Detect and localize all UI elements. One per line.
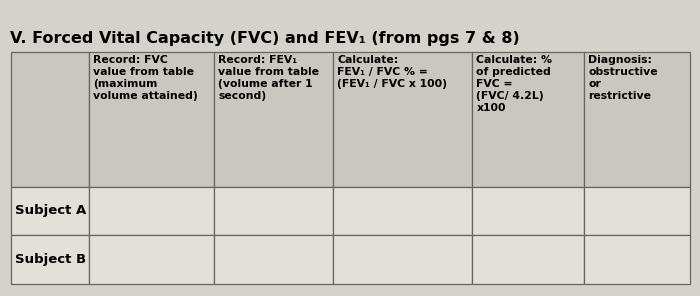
Text: V. Forced Vital Capacity (FVC) and FEV₁ (from pgs 7 & 8): V. Forced Vital Capacity (FVC) and FEV₁ …	[10, 31, 520, 46]
Text: Record: FVC
value from table
(maximum
volume attained): Record: FVC value from table (maximum vo…	[93, 55, 197, 101]
Text: Record: FEV₁
value from table
(volume after 1
second): Record: FEV₁ value from table (volume af…	[218, 55, 319, 101]
Text: Subject A: Subject A	[15, 205, 86, 218]
Text: Diagnosis:
obstructive
or
restrictive: Diagnosis: obstructive or restrictive	[589, 55, 658, 101]
Text: Calculate:
FEV₁ / FVC % =
(FEV₁ / FVC x 100): Calculate: FEV₁ / FVC % = (FEV₁ / FVC x …	[337, 55, 447, 89]
Text: Subject B: Subject B	[15, 253, 86, 266]
Text: Calculate: %
of predicted
FVC =
(FVC/ 4.2L)
x100: Calculate: % of predicted FVC = (FVC/ 4.…	[477, 55, 552, 113]
